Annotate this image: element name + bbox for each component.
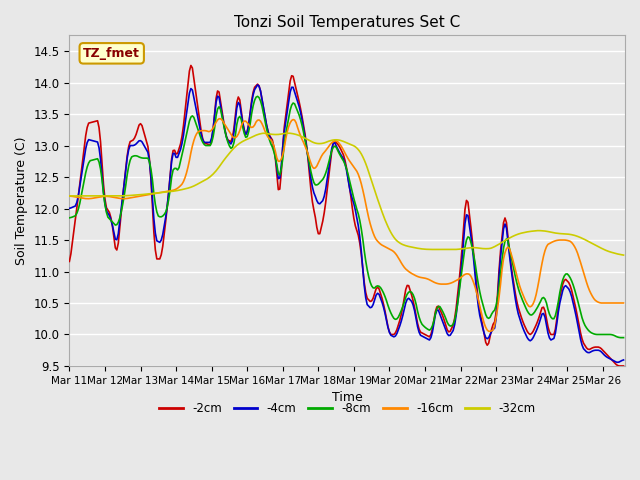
Legend: -2cm, -4cm, -8cm, -16cm, -32cm: -2cm, -4cm, -8cm, -16cm, -32cm: [154, 397, 540, 420]
X-axis label: Time: Time: [332, 391, 363, 404]
Text: TZ_fmet: TZ_fmet: [83, 47, 140, 60]
Y-axis label: Soil Temperature (C): Soil Temperature (C): [15, 136, 28, 265]
Title: Tonzi Soil Temperatures Set C: Tonzi Soil Temperatures Set C: [234, 15, 460, 30]
